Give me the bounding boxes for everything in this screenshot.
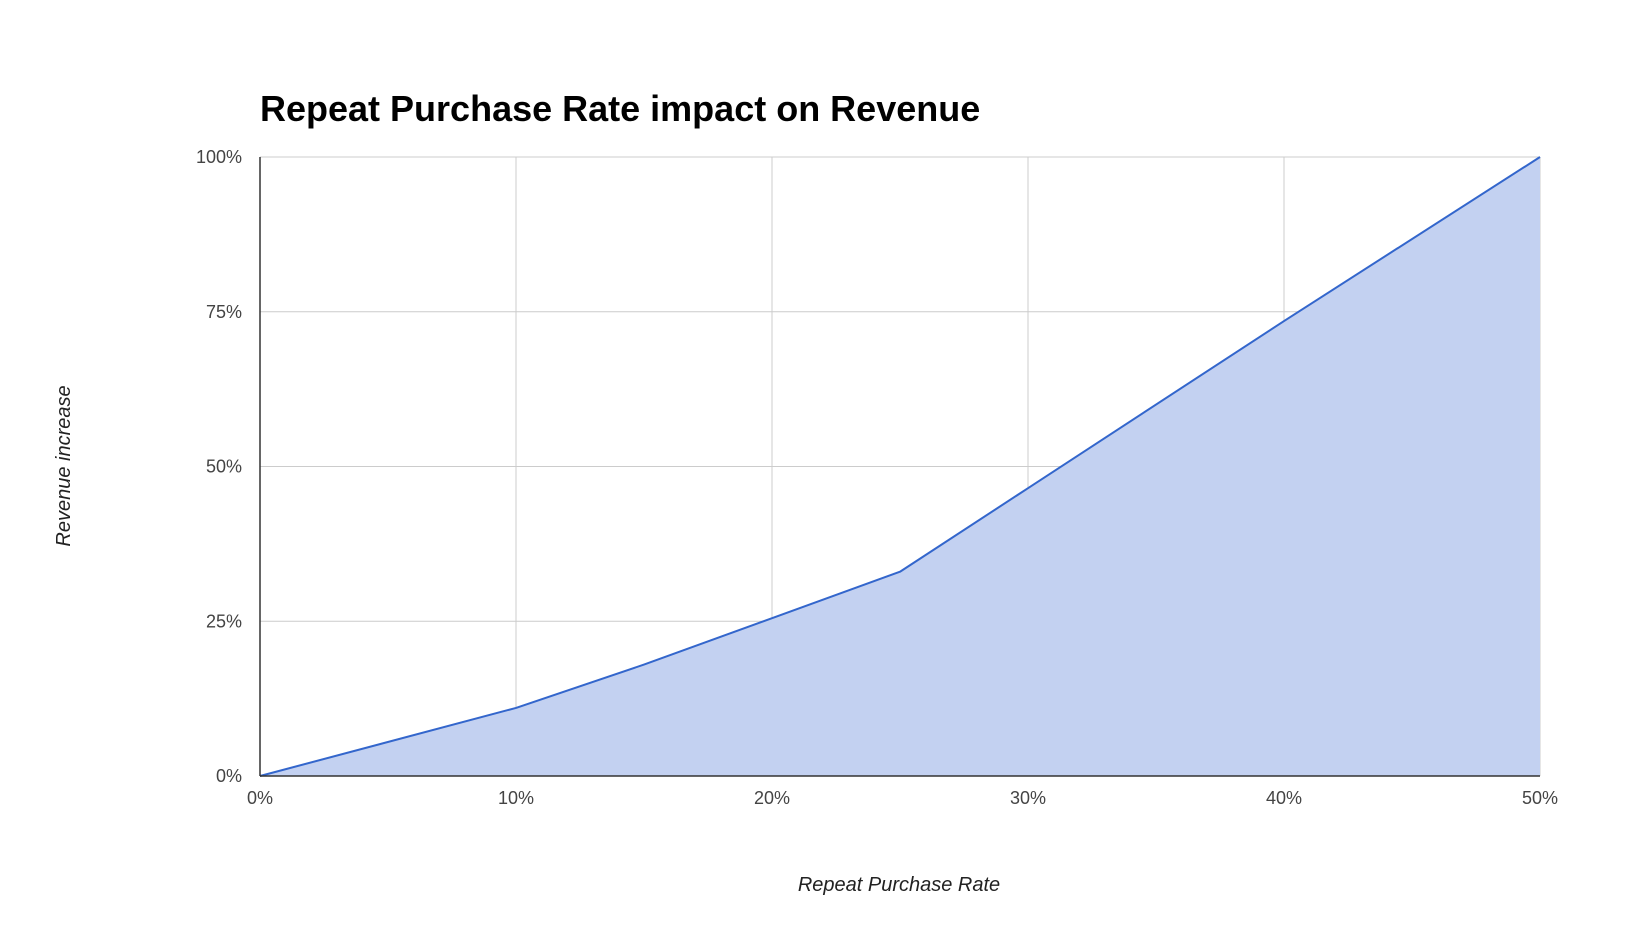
y-tick-label: 100% [196, 147, 242, 167]
x-tick-label: 0% [247, 788, 273, 808]
x-tick-label: 40% [1266, 788, 1302, 808]
y-tick-label: 25% [206, 611, 242, 631]
x-axis-label: Repeat Purchase Rate [798, 874, 1000, 896]
x-tick-label: 50% [1522, 788, 1558, 808]
series-line [259, 156, 1541, 777]
y-tick-label: 0% [216, 766, 242, 786]
data-area-group [259, 156, 1541, 777]
x-tick-label: 30% [1010, 788, 1046, 808]
tick-labels: 0% 10% 20% 30% 40% 50% 0% 25% 50% 75% 100% [196, 147, 1558, 808]
y-axis-label: Revenue increase [53, 385, 75, 546]
axes [259, 157, 1540, 777]
y-tick-label: 50% [206, 457, 242, 477]
area-fill [260, 157, 1540, 776]
x-tick-label: 20% [754, 788, 790, 808]
chart-title: Repeat Purchase Rate impact on Revenue [260, 88, 980, 129]
x-tick-label: 10% [498, 788, 534, 808]
y-tick-label: 75% [206, 302, 242, 322]
